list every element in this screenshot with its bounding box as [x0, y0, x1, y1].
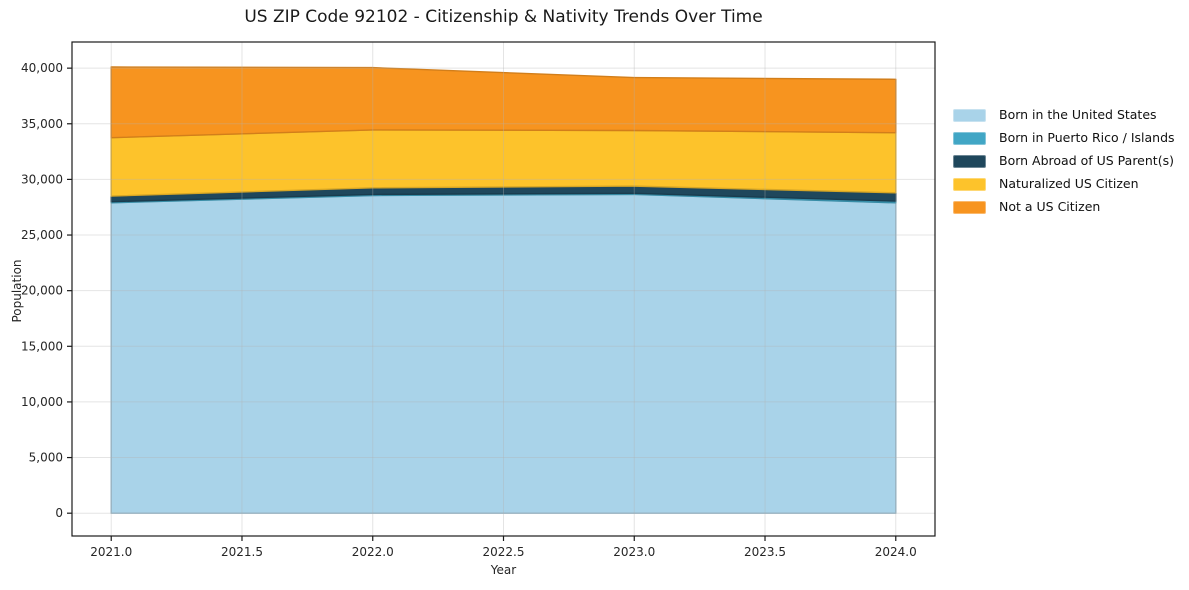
y-tick-label: 35,000 — [21, 117, 63, 131]
x-tick-label: 2024.0 — [875, 545, 917, 559]
y-tick-label: 10,000 — [21, 395, 63, 409]
y-tick-label: 5,000 — [29, 451, 63, 465]
legend-label-born-us: Born in the United States — [999, 107, 1157, 123]
legend-item-born-abroad: Born Abroad of US Parent(s) — [953, 150, 1175, 173]
legend: Born in the United States Born in Puerto … — [953, 104, 1175, 219]
y-tick-label: 15,000 — [21, 339, 63, 353]
x-tick-label: 2021.0 — [90, 545, 132, 559]
area-not-citizen — [110, 66, 897, 139]
legend-item-not-citizen: Not a US Citizen — [953, 196, 1175, 219]
x-tick-label: 2022.5 — [483, 545, 525, 559]
x-tick-label: 2022.0 — [352, 545, 394, 559]
y-tick-label: 20,000 — [21, 284, 63, 298]
legend-swatch-born-abroad — [953, 155, 986, 168]
legend-swatch-born-pr-islands — [953, 132, 986, 145]
legend-item-born-us: Born in the United States — [953, 104, 1175, 127]
legend-item-born-pr-islands: Born in Puerto Rico / Islands — [953, 127, 1175, 150]
legend-swatch-naturalized — [953, 178, 986, 191]
y-axis-label: Population — [10, 259, 24, 323]
y-tick-label: 25,000 — [21, 228, 63, 242]
y-tick-label: 0 — [55, 506, 63, 520]
legend-label-born-pr-islands: Born in Puerto Rico / Islands — [999, 130, 1175, 146]
y-tick-label: 30,000 — [21, 172, 63, 186]
legend-label-naturalized: Naturalized US Citizen — [999, 176, 1139, 192]
x-tick-label: 2023.0 — [613, 545, 655, 559]
y-tick-label: 40,000 — [21, 61, 63, 75]
legend-swatch-born-us — [953, 109, 986, 122]
chart-title: US ZIP Code 92102 - Citizenship & Nativi… — [244, 7, 763, 27]
legend-label-not-citizen: Not a US Citizen — [999, 199, 1101, 215]
legend-item-naturalized: Naturalized US Citizen — [953, 173, 1175, 196]
x-tick-label: 2023.5 — [744, 545, 786, 559]
legend-swatch-not-citizen — [953, 201, 986, 214]
x-axis-label: Year — [490, 563, 517, 577]
legend-label-born-abroad: Born Abroad of US Parent(s) — [999, 153, 1174, 169]
x-tick-label: 2021.5 — [221, 545, 263, 559]
